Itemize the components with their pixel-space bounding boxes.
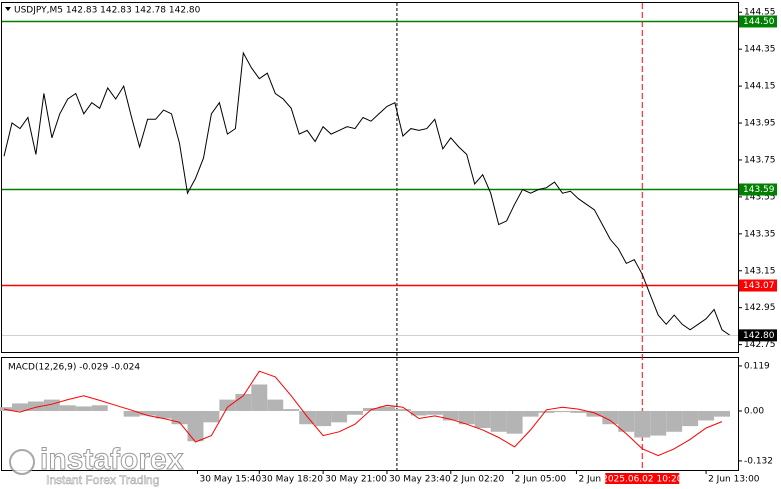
x-tick-label: 2 Jun 05:00 (515, 475, 567, 485)
watermark-name: instaforex (40, 443, 184, 476)
x-tick-label: 2 Jun 13:00 (708, 475, 760, 485)
macd-bar (682, 410, 699, 427)
macd-bar (187, 410, 204, 442)
macd-bar (506, 410, 523, 434)
macd-bar (474, 410, 491, 428)
macd-bar (347, 410, 364, 415)
marker-label-box (605, 473, 680, 484)
macd-bar (570, 410, 587, 413)
price-panel (1, 2, 739, 353)
x-tick-label: 30 May 18:20 (261, 475, 323, 485)
macd-bar (666, 410, 683, 432)
last-price-box (739, 329, 777, 342)
macd-bar (267, 399, 284, 411)
x-tick-label: 2 Jun 02:20 (453, 475, 505, 485)
macd-bar (426, 410, 443, 415)
y-tick-label: 142.75 (744, 340, 776, 350)
macd-bar (490, 410, 507, 432)
level-label: 143.07 (743, 281, 775, 291)
macd-bar (235, 393, 252, 411)
macd-bar (378, 406, 395, 411)
x-tick-label: 30 May 21:00 (325, 475, 387, 485)
y-tick-label: 144.55 (744, 8, 776, 18)
macd-bar (554, 410, 571, 413)
macd-bar (203, 410, 220, 423)
macd-bar (442, 410, 459, 421)
x-tick-label: 30 May 23:40 (389, 475, 451, 485)
y-tick-label: 144.35 (744, 45, 776, 55)
macd-bar (59, 405, 76, 411)
watermark-tagline: Instant Forex Trading (46, 473, 159, 487)
y-tick-label: 143.55 (744, 192, 776, 202)
macd-bar (650, 410, 667, 436)
y-tick-label: 142.95 (744, 303, 776, 313)
macd-bar (458, 410, 475, 425)
macd-bar (11, 403, 28, 411)
macd-bar (522, 410, 539, 417)
macd-bar (283, 409, 300, 411)
macd-bar (27, 401, 44, 411)
macd-title: MACD(12,26,9) -0.029 -0.024 (8, 363, 140, 373)
macd-bar (394, 409, 411, 411)
price-line (3, 51, 731, 336)
y-tick-label: 143.75 (744, 155, 776, 165)
y-tick-label: -0.132 (744, 456, 773, 466)
macd-bar (251, 384, 268, 411)
macd-bar (299, 410, 316, 425)
macd-bar (91, 405, 108, 411)
y-tick-label: 143.15 (744, 266, 776, 276)
level-label-box (739, 183, 777, 196)
macd-bar (75, 406, 92, 411)
macd-bar (219, 399, 236, 411)
macd-bar (139, 410, 156, 416)
level-label: 143.59 (743, 185, 775, 195)
macd-bar (155, 410, 172, 419)
y-tick-label: 0.119 (744, 361, 770, 371)
macd-bar (43, 399, 60, 411)
macd-bar (634, 410, 651, 438)
y-tick-label: 143.95 (744, 119, 776, 129)
y-tick-label: 144.15 (744, 82, 776, 92)
watermark-logo (9, 449, 35, 475)
macd-panel (1, 357, 739, 471)
signal-line (3, 370, 723, 457)
y-tick-label: 143.35 (744, 229, 776, 239)
macd-bar (315, 410, 332, 427)
chart-title: USDJPY,M5 142.83 142.83 142.78 142.80 (14, 6, 201, 16)
macd-bar (123, 410, 140, 417)
x-tick-label: 2 Jun (578, 475, 601, 485)
macd-bar (618, 410, 635, 432)
level-label-box (739, 279, 777, 292)
last-price-label: 142.80 (743, 331, 775, 341)
level-label: 144.50 (743, 17, 775, 27)
macd-bar (602, 410, 619, 425)
macd-bar (698, 410, 715, 421)
macd-bar (714, 410, 731, 417)
macd-bar (586, 410, 603, 417)
y-tick-label: 0.00 (744, 406, 764, 416)
macd-bar (331, 410, 348, 423)
x-tick-label: 30 May 15:40 (199, 475, 261, 485)
macd-bar (410, 410, 427, 416)
level-label-box (739, 15, 777, 28)
macd-bar (538, 410, 555, 413)
menu-arrow (5, 7, 11, 11)
marker-label: 2025.06.02 10:20 (602, 475, 683, 485)
